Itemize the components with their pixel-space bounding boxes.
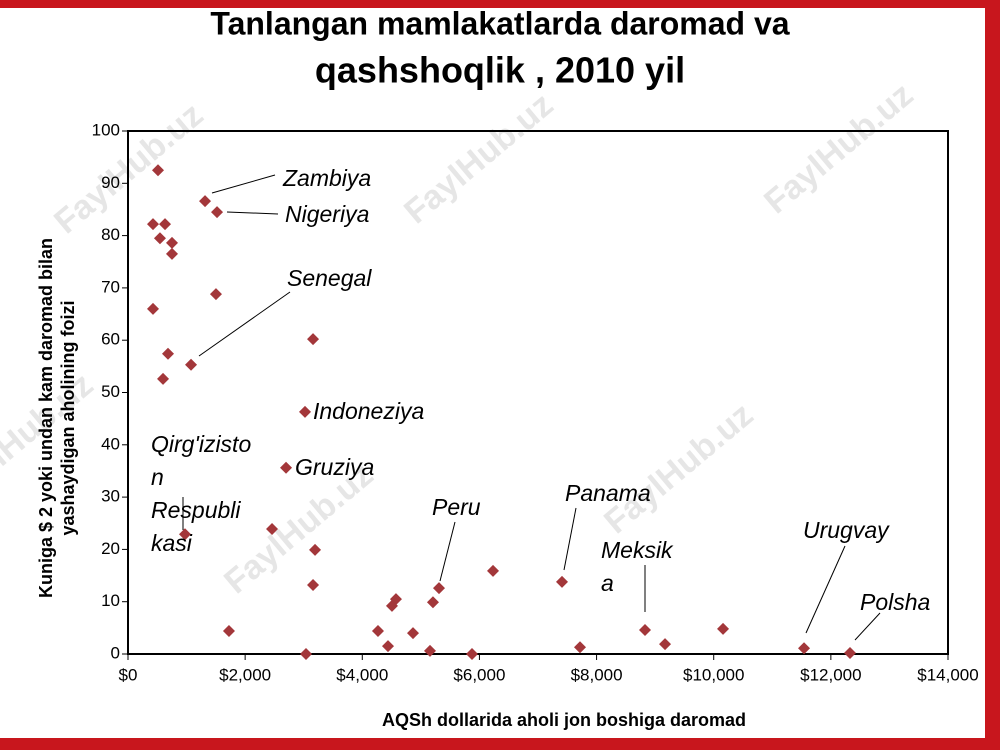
y-tick-label: 70: [101, 277, 120, 296]
leader-line: [198, 291, 291, 357]
x-axis-label: AQSh dollarida aholi jon boshiga daromad: [382, 710, 746, 730]
annotation: Qirg'izisto: [151, 431, 251, 457]
y-tick-label: 10: [101, 591, 120, 610]
leader-line: [805, 545, 846, 634]
point: [423, 644, 436, 657]
point: [266, 523, 279, 536]
point: [465, 648, 478, 660]
y-axis-label: Kuniga $ 2 yoki undan kam daromad bilan: [36, 238, 56, 598]
x-tick-label: $8,000: [571, 665, 623, 684]
y-tick-label: 20: [101, 539, 120, 558]
x-tick-label: $2,000: [219, 665, 271, 684]
leader-line: [226, 211, 279, 215]
point: [426, 596, 439, 609]
point: [659, 638, 672, 651]
chart-title: Tanlangan mamlakatlarda daromad va: [210, 5, 789, 41]
annotation: Indoneziya: [313, 398, 424, 424]
y-tick-label: 0: [111, 643, 120, 662]
annotation: Panama: [565, 480, 651, 506]
x-tick-label: $4,000: [336, 665, 388, 684]
x-tick-label: $6,000: [453, 665, 505, 684]
point: [556, 575, 569, 588]
annotation: n: [151, 464, 164, 490]
point: [371, 624, 384, 637]
chart-title: qashshoqlik , 2010 yil: [315, 50, 685, 91]
point: [151, 164, 164, 177]
point: [307, 333, 320, 346]
point: [222, 624, 235, 637]
x-tick-label: $12,000: [800, 665, 861, 684]
x-tick-label: $0: [119, 665, 138, 684]
y-tick-label: 90: [101, 173, 120, 192]
x-tick-label: $10,000: [683, 665, 744, 684]
point: [159, 218, 172, 231]
point: [153, 232, 166, 245]
y-tick-label: 100: [92, 120, 120, 139]
point: [178, 528, 191, 541]
leader-line: [854, 612, 881, 641]
annotation: a: [601, 570, 614, 596]
point: [147, 218, 160, 231]
annotation: Meksik: [601, 537, 674, 563]
point: [299, 405, 312, 418]
annotation: kasi: [151, 530, 193, 556]
point: [381, 640, 394, 653]
leader-line: [439, 521, 456, 582]
point: [147, 302, 160, 315]
annotation: Respubli: [151, 497, 241, 523]
point: [798, 642, 811, 655]
point: [209, 288, 222, 301]
point: [162, 347, 175, 360]
leader-line: [211, 174, 276, 194]
point: [157, 372, 170, 385]
annotation: Senegal: [287, 265, 372, 291]
point: [280, 461, 293, 474]
point: [639, 623, 652, 636]
y-tick-label: 50: [101, 382, 120, 401]
point: [389, 593, 402, 606]
slide: [0, 8, 985, 738]
y-tick-label: 60: [101, 330, 120, 349]
point: [211, 206, 224, 219]
point: [299, 648, 312, 660]
point: [199, 195, 212, 208]
annotation: Polsha: [860, 589, 930, 615]
point: [307, 578, 320, 591]
annotation: Nigeriya: [285, 201, 369, 227]
annotation: Gruziya: [295, 454, 374, 480]
x-tick-label: $14,000: [917, 665, 978, 684]
annotation: Urugvay: [803, 517, 890, 543]
y-tick-label: 30: [101, 487, 120, 506]
y-axis-label: yashaydigan aholining foizi: [58, 300, 78, 535]
point: [165, 247, 178, 260]
y-tick-label: 40: [101, 434, 120, 453]
point: [573, 641, 586, 654]
point: [717, 622, 730, 635]
annotation: Peru: [432, 494, 481, 520]
y-tick-label: 80: [101, 225, 120, 244]
point: [309, 543, 322, 556]
annotation: Zambiya: [282, 165, 371, 191]
point: [844, 646, 857, 659]
point: [407, 627, 420, 640]
point: [487, 564, 500, 577]
point: [433, 582, 446, 595]
leader-line: [563, 507, 577, 571]
point: [165, 236, 178, 249]
point: [185, 358, 198, 371]
